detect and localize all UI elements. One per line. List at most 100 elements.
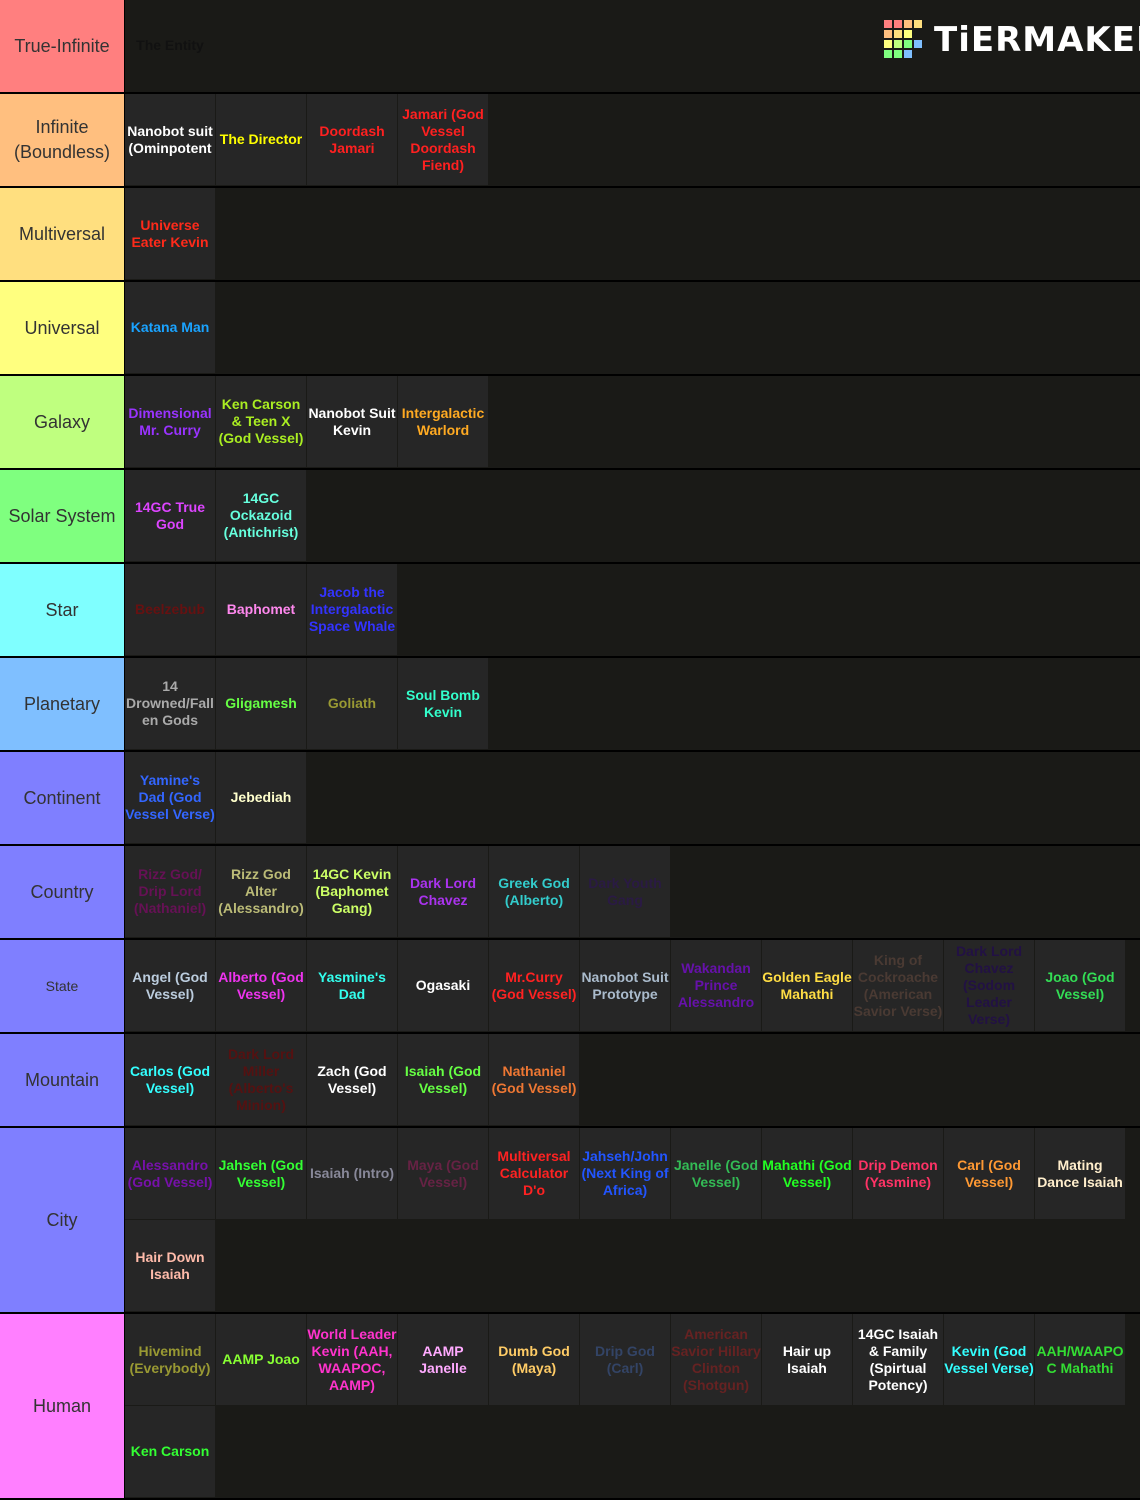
item-text: Multiversal Calculator D'o <box>497 1148 571 1198</box>
tier-item: Jahseh (God Vessel) <box>216 1128 306 1219</box>
tier-row: Solar System 14GC True God 14GC Ockazoid (… <box>0 470 1140 564</box>
tier-item: 14 Drowned/Fallen Gods <box>125 658 215 749</box>
item-text: Carl (God Vessel) <box>957 1156 1021 1190</box>
tier-item: Gligamesh <box>216 658 306 749</box>
item-text: Rizz God Alter (Alessandro) <box>218 866 304 916</box>
item-text: Angel (God Vessel) <box>132 968 208 1002</box>
tier-item: Hair Down Isaiah <box>125 1220 215 1311</box>
logo-icon <box>884 20 922 58</box>
item-text: Yasmine's Dad <box>318 968 386 1002</box>
item-text: Nanobot Suit Prototype <box>581 968 669 1002</box>
tier-item: Mr.Curry (God Vessel) <box>489 940 579 1031</box>
tier-item: Ken Carson <box>125 1406 215 1497</box>
tier-label: Universal <box>0 282 125 374</box>
tier-item: American Savior Hillary Clinton (Shotgun… <box>671 1314 761 1405</box>
tier-item: Maya (God Vessel) <box>398 1128 488 1219</box>
tier-item: Rizz God Alter (Alessandro) <box>216 846 306 937</box>
tier-items: Nanobot suit (Ominpotent The Director Door… <box>125 94 1140 186</box>
tier-item: Angel (God Vessel) <box>125 940 215 1031</box>
tier-item: Nanobot Suit Kevin <box>307 376 397 467</box>
tier-item: Soul Bomb Kevin <box>398 658 488 749</box>
tier-row: Galaxy Dimensional Mr. Curry Ken Carson & … <box>0 376 1140 470</box>
item-text: Dark Lord Chavez (Sodom Leader Verse) <box>955 943 1023 1027</box>
item-text: Doordash Jamari <box>319 122 385 156</box>
item-text: Mating Dance Isaiah <box>1037 1156 1123 1190</box>
tier-label: Mountain <box>0 1034 125 1126</box>
item-text: Jamari (God Vessel Doordash Fiend) <box>402 105 484 173</box>
tier-items: Yamine's Dad (God Vessel Verse) Jebediah <box>125 752 1140 844</box>
tier-item: The Entity <box>125 0 215 91</box>
tier-item: Joao (God Vessel) <box>1035 940 1125 1031</box>
item-text: Jahseh/John (Next King of Africa) <box>581 1148 669 1198</box>
item-text: AAMP Joao <box>222 1351 300 1367</box>
item-text: Dark Lord Chavez <box>409 874 477 908</box>
item-text: Isaiah (God Vessel) <box>404 1062 482 1096</box>
tier-item: Drip Demon (Yasmine) <box>853 1128 943 1219</box>
tier-row: Country Rizz God/ Drip Lord (Nathaniel) Ri… <box>0 846 1140 940</box>
item-text: 14 Drowned/Fallen Gods <box>126 678 214 728</box>
tier-item: 14GC Ockazoid (Antichrist) <box>216 470 306 561</box>
tier-row: Human Hivemind (Everybody) AAMP Joao World … <box>0 1314 1140 1500</box>
item-text: 14GC Ockazoid (Antichrist) <box>223 490 299 540</box>
tier-item: Carlos (God Vessel) <box>125 1034 215 1125</box>
item-text: Ogasaki <box>415 977 471 993</box>
item-text: Gligamesh <box>225 695 297 711</box>
tier-item: Nanobot suit (Ominpotent <box>125 94 215 185</box>
tier-item: Isaiah (Intro) <box>307 1128 397 1219</box>
tier-item: Ken Carson & Teen X (God Vessel) <box>216 376 306 467</box>
tier-item: Doordash Jamari <box>307 94 397 185</box>
tier-label: True-Infinite <box>0 0 125 92</box>
tier-item: Dark Lord Chavez <box>398 846 488 937</box>
item-text: Carlos (God Vessel) <box>129 1062 211 1096</box>
tier-item: Janelle (God Vessel) <box>671 1128 761 1219</box>
tier-item: King of Cockroache (American Savior Vers… <box>853 940 943 1031</box>
tier-item: Mating Dance Isaiah <box>1035 1128 1125 1219</box>
logo: TiERMAKER <box>884 20 1140 60</box>
tier-label: Multiversal <box>0 188 125 280</box>
tier-label: Human <box>0 1314 125 1498</box>
item-text: Dark Lord Miller (Alberto's Minion) <box>227 1045 295 1113</box>
item-text: Ken Carson <box>130 1443 210 1459</box>
tier-row: Universal Katana Man <box>0 282 1140 376</box>
tier-items: Carlos (God Vessel) Dark Lord Miller (Alb… <box>125 1034 1140 1126</box>
tier-row: Multiversal Universe Eater Kevin <box>0 188 1140 282</box>
tier-row: Star Beelzebub Baphomet Jacob the Intergala… <box>0 564 1140 658</box>
tier-items: 14GC True God 14GC Ockazoid (Antichrist) <box>125 470 1140 562</box>
item-text: 14GC Kevin (Baphomet Gang) <box>312 866 392 916</box>
tier-item: AAMP Joao <box>216 1314 306 1405</box>
tier-item: Dumb God (Maya) <box>489 1314 579 1405</box>
tier-item: Jamari (God Vessel Doordash Fiend) <box>398 94 488 185</box>
tier-item: Mahathi (God Vessel) <box>762 1128 852 1219</box>
item-text: King of Cockroache (American Savior Vers… <box>853 951 943 1019</box>
tier-item: Hivemind (Everybody) <box>125 1314 215 1405</box>
item-text: Baphomet <box>226 601 296 617</box>
tier-item: Hair up Isaiah <box>762 1314 852 1405</box>
item-text: Yamine's Dad (God Vessel Verse) <box>125 772 215 822</box>
tier-item: Dark Youth Gang <box>580 846 670 937</box>
tier-item: Drip God (Carl) <box>580 1314 670 1405</box>
item-text: Dark Youth Gang <box>588 874 662 908</box>
item-text: Drip Demon (Yasmine) <box>858 1156 938 1190</box>
item-text: Hair Down Isaiah <box>135 1248 205 1282</box>
tier-item: Alberto (God Vessel) <box>216 940 306 1031</box>
tier-item: Greek God (Alberto) <box>489 846 579 937</box>
item-text: Rizz God/ Drip Lord (Nathaniel) <box>133 866 207 916</box>
tier-label: Star <box>0 564 125 656</box>
tier-item: Yamine's Dad (God Vessel Verse) <box>125 752 215 843</box>
item-text: Nathaniel (God Vessel) <box>491 1062 577 1096</box>
item-text: Intergalactic Warlord <box>401 404 485 438</box>
item-text: Kevin (God Vessel Verse) <box>944 1342 1034 1376</box>
item-text: Janelle (God Vessel) <box>673 1156 759 1190</box>
tier-item: Golden Eagle Mahathi <box>762 940 852 1031</box>
tier-label: State <box>0 940 125 1032</box>
item-text: Nanobot suit (Ominpotent <box>127 122 213 156</box>
tier-item: Isaiah (God Vessel) <box>398 1034 488 1125</box>
item-text: Beelzebub <box>134 601 205 617</box>
tier-item: AAH/WAAPOC Mahathi <box>1035 1314 1125 1405</box>
item-text: Soul Bomb Kevin <box>406 686 480 720</box>
item-text: Dimensional Mr. Curry <box>128 404 212 438</box>
tier-item: Carl (God Vessel) <box>944 1128 1034 1219</box>
tier-items: Hivemind (Everybody) AAMP Joao World Leade… <box>125 1314 1140 1498</box>
